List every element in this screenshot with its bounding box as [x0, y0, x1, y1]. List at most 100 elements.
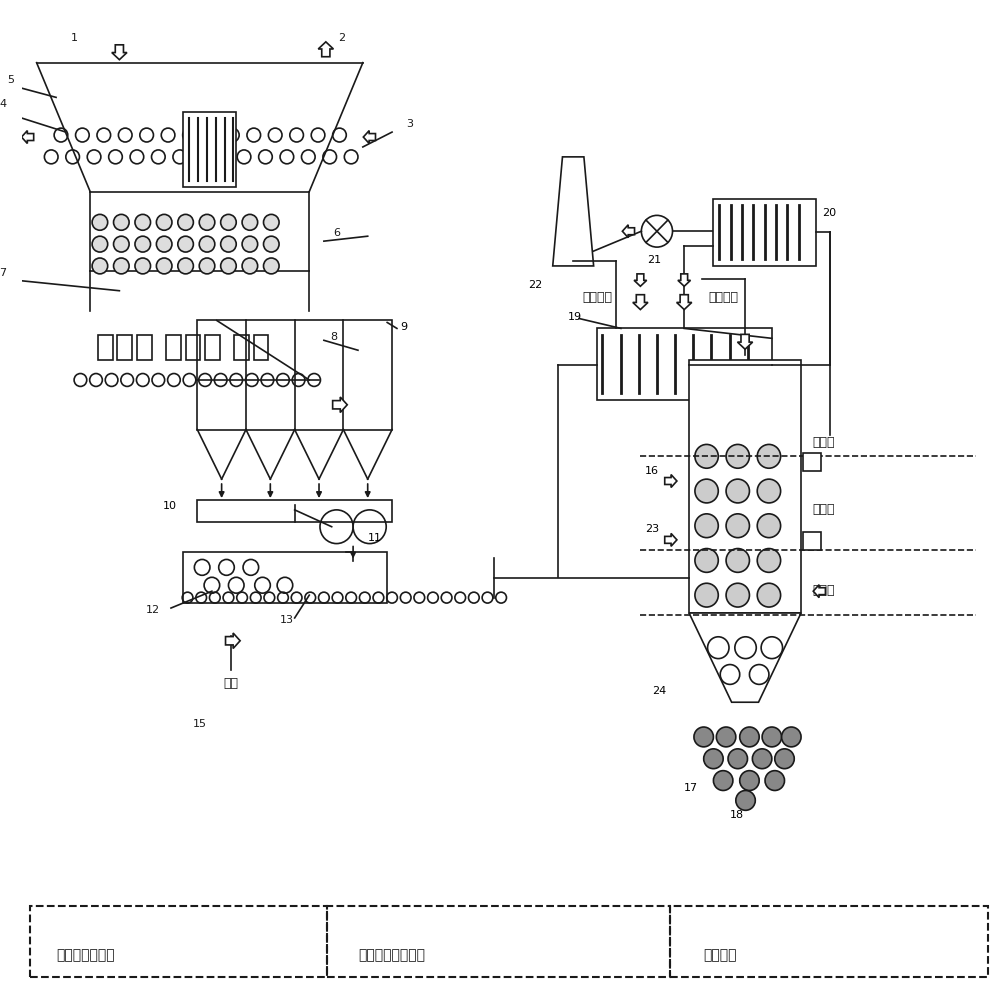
Text: 9: 9: [400, 322, 407, 332]
Circle shape: [757, 444, 781, 468]
Circle shape: [782, 727, 801, 747]
Text: 6: 6: [334, 228, 341, 238]
Circle shape: [114, 258, 129, 274]
Circle shape: [726, 444, 749, 468]
Circle shape: [740, 770, 759, 790]
Text: 干燥空气: 干燥空气: [582, 291, 612, 304]
Polygon shape: [363, 131, 375, 143]
Circle shape: [156, 236, 172, 252]
Circle shape: [695, 549, 718, 573]
Circle shape: [740, 727, 759, 747]
Circle shape: [199, 258, 215, 274]
Circle shape: [757, 514, 781, 538]
Bar: [186, 335, 200, 360]
Bar: [670, 906, 988, 977]
Text: 3: 3: [407, 119, 414, 130]
Polygon shape: [226, 633, 240, 649]
Bar: [183, 112, 236, 187]
Circle shape: [264, 215, 279, 230]
Polygon shape: [622, 225, 635, 237]
Circle shape: [757, 549, 781, 573]
Circle shape: [694, 727, 713, 747]
Text: 预热区: 预热区: [813, 436, 835, 449]
Polygon shape: [689, 613, 801, 702]
Text: 粒化及余热回收: 粒化及余热回收: [56, 948, 115, 962]
Bar: [30, 906, 327, 977]
Circle shape: [199, 236, 215, 252]
Text: 13: 13: [280, 615, 294, 625]
Text: 5: 5: [7, 74, 14, 84]
Circle shape: [221, 236, 236, 252]
Bar: [137, 335, 152, 360]
Circle shape: [114, 215, 129, 230]
Circle shape: [765, 770, 785, 790]
Circle shape: [156, 258, 172, 274]
Circle shape: [156, 215, 172, 230]
Circle shape: [775, 749, 794, 768]
Text: 19: 19: [567, 313, 581, 322]
Text: 还原区: 还原区: [813, 503, 835, 516]
Circle shape: [695, 479, 718, 503]
Text: 20: 20: [822, 209, 837, 219]
Polygon shape: [678, 274, 691, 286]
Circle shape: [695, 444, 718, 468]
Bar: [327, 906, 670, 977]
Circle shape: [221, 258, 236, 274]
Text: 助燃空气: 助燃空气: [709, 291, 739, 304]
Circle shape: [178, 258, 193, 274]
Bar: [234, 335, 249, 360]
Bar: [803, 453, 821, 471]
Circle shape: [92, 236, 108, 252]
Circle shape: [726, 549, 749, 573]
Bar: [205, 335, 220, 360]
Bar: [166, 335, 181, 360]
Polygon shape: [677, 295, 692, 310]
Text: 1: 1: [71, 33, 78, 43]
Circle shape: [716, 727, 736, 747]
Circle shape: [178, 215, 193, 230]
Text: 2: 2: [338, 33, 346, 43]
Polygon shape: [813, 584, 825, 597]
Polygon shape: [665, 533, 677, 546]
Circle shape: [726, 514, 749, 538]
Polygon shape: [112, 45, 127, 59]
Circle shape: [221, 215, 236, 230]
Text: 23: 23: [645, 524, 659, 534]
Bar: [803, 532, 821, 550]
Circle shape: [726, 479, 749, 503]
Text: 22: 22: [528, 280, 543, 290]
Circle shape: [114, 236, 129, 252]
Text: 直接还原: 直接还原: [704, 948, 737, 962]
Text: 16: 16: [645, 466, 659, 476]
Circle shape: [264, 258, 279, 274]
Text: 11: 11: [368, 533, 382, 543]
Text: 7: 7: [0, 268, 7, 278]
Circle shape: [199, 215, 215, 230]
Bar: [98, 335, 113, 360]
Bar: [254, 335, 268, 360]
Polygon shape: [634, 274, 647, 286]
Circle shape: [757, 584, 781, 607]
Text: 15: 15: [192, 719, 206, 729]
Text: 4: 4: [0, 99, 7, 110]
Circle shape: [92, 258, 108, 274]
Circle shape: [726, 584, 749, 607]
Text: 12: 12: [146, 605, 160, 615]
Circle shape: [242, 236, 258, 252]
Circle shape: [695, 584, 718, 607]
Circle shape: [242, 215, 258, 230]
Circle shape: [713, 770, 733, 790]
Polygon shape: [22, 131, 34, 143]
Circle shape: [264, 236, 279, 252]
Circle shape: [135, 258, 151, 274]
Circle shape: [704, 749, 723, 768]
Polygon shape: [553, 157, 594, 266]
Polygon shape: [333, 397, 347, 412]
Circle shape: [736, 790, 755, 810]
Circle shape: [135, 236, 151, 252]
Polygon shape: [665, 475, 677, 488]
Bar: [183, 552, 387, 603]
Text: 24: 24: [652, 686, 666, 696]
Circle shape: [762, 727, 782, 747]
Text: 21: 21: [647, 255, 661, 265]
